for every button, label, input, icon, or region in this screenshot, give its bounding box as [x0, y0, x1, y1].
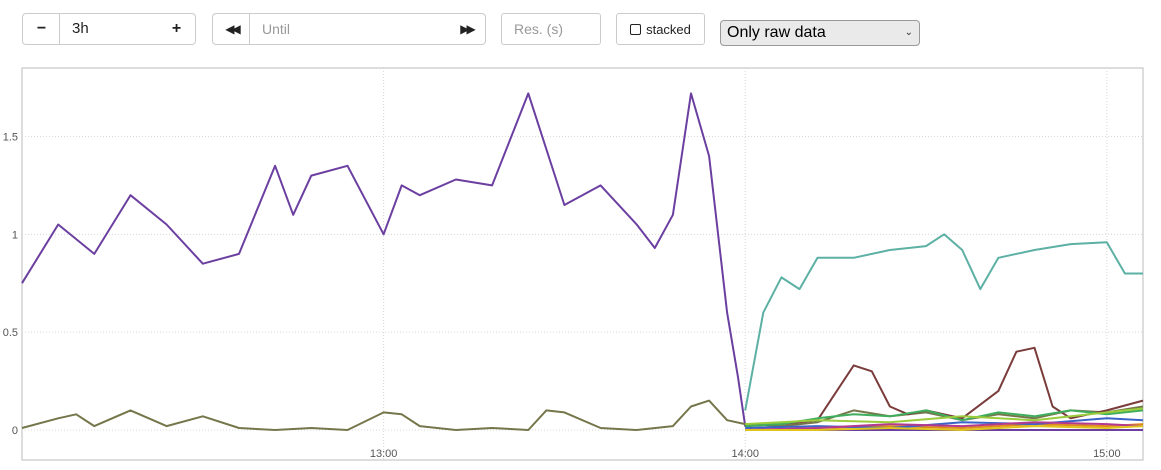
series-line-4 — [745, 346, 1144, 428]
series-line-2 — [21, 399, 1144, 431]
increase-range-button[interactable]: + — [158, 13, 196, 45]
series-line-9 — [745, 407, 1144, 426]
range-input[interactable]: 3h — [59, 13, 159, 45]
shift-forward-button[interactable]: ▶▶ — [448, 13, 486, 45]
time-series-chart: 0 0.5 1 1.5 13:00 14:00 15:00 — [3, 67, 1144, 461]
decrease-range-button[interactable]: − — [22, 13, 60, 45]
x-tick-label: 15:00 — [1093, 448, 1121, 460]
resolution-input[interactable]: Res. (s) — [501, 13, 601, 45]
series-line-1 — [21, 92, 1143, 431]
rewind-icon: ◀◀ — [225, 22, 241, 36]
data-mode-select[interactable]: Only raw data ⌄ — [720, 20, 920, 46]
checkbox-icon — [630, 23, 642, 35]
x-tick-label: 14:00 — [731, 448, 759, 460]
data-mode-value: Only raw data — [727, 24, 826, 41]
series-line-5 — [745, 409, 1144, 428]
plot-frame — [21, 67, 1144, 461]
plus-icon: + — [171, 20, 182, 37]
series-line-10 — [745, 425, 1144, 431]
series-line-8 — [745, 421, 1144, 431]
series-line-3 — [744, 233, 1143, 411]
shift-back-button[interactable]: ◀◀ — [212, 13, 250, 45]
series-lines — [21, 92, 1144, 431]
stacked-toggle[interactable]: stacked — [616, 13, 705, 45]
range-value: 3h — [72, 20, 89, 37]
until-input[interactable]: Until — [249, 13, 449, 45]
chevron-down-icon: ⌄ — [904, 27, 913, 38]
y-tick-label: 1.5 — [3, 131, 18, 143]
axes: 0 0.5 1 1.5 13:00 14:00 15:00 — [3, 131, 1121, 460]
until-placeholder: Until — [262, 21, 291, 37]
y-tick-label: 0 — [12, 425, 18, 437]
stacked-label: stacked — [646, 21, 691, 37]
fast-forward-icon: ▶▶ — [460, 22, 476, 36]
series-line-7 — [745, 417, 1144, 429]
y-tick-label: 1 — [12, 229, 18, 241]
x-tick-label: 13:00 — [370, 448, 398, 460]
y-tick-label: 0.5 — [3, 327, 18, 339]
grid — [21, 67, 1144, 461]
resolution-placeholder: Res. (s) — [514, 21, 563, 37]
minus-icon: − — [36, 20, 47, 37]
graph-controls: − 3h + ◀◀ Until ▶▶ Res. (s) stacked Only… — [0, 0, 1161, 60]
